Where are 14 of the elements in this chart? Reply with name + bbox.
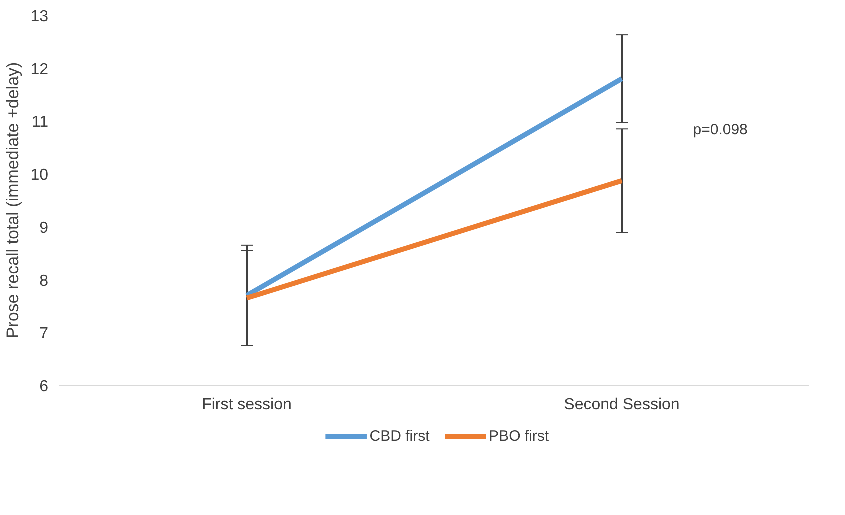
y-tick-label: 13 xyxy=(30,8,49,26)
y-tick-label: 9 xyxy=(40,220,49,237)
y-tick-label: 12 xyxy=(30,61,49,78)
y-tick-label: 7 xyxy=(40,326,49,343)
y-tick-label: 6 xyxy=(40,378,49,396)
legend-label: CBD first xyxy=(370,428,431,445)
y-tick-label: 11 xyxy=(32,114,49,132)
y-axis-title: Prose recall total (immediate +delay) xyxy=(4,62,23,339)
x-tick-label: First session xyxy=(202,396,292,414)
x-tick-label: Second Session xyxy=(564,396,680,414)
y-tick-label: 8 xyxy=(40,272,49,290)
annotation: p=0.098 xyxy=(693,121,748,138)
y-tick-label: 10 xyxy=(30,167,49,184)
legend-label: PBO first xyxy=(489,428,550,445)
